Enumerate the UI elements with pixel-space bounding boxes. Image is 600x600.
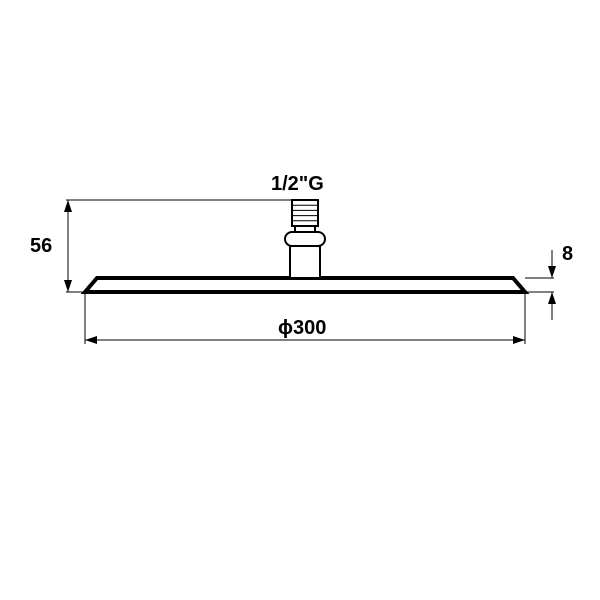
plate-profile [85,278,525,292]
stem-thread [292,200,318,226]
height-dimension-label: 56 [30,235,52,257]
thickness-dimension-label: 8 [562,243,573,265]
stem-bulge [285,232,325,246]
stem-shaft [290,246,320,278]
thread-spec-label: 1/2"G [271,173,324,195]
diameter-dimension-label: ϕ300 [278,317,326,339]
technical-drawing: 1/2"G 56 8 ϕ300 [0,0,600,600]
